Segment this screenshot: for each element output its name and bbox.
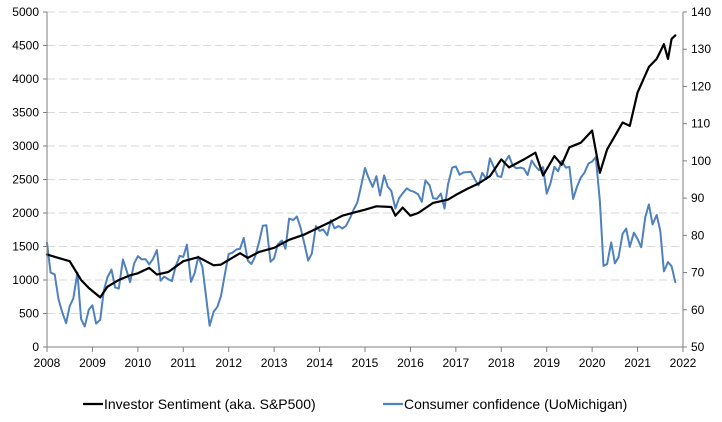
x-tick-label: 2018 bbox=[488, 356, 515, 370]
y-left-tick-label: 5000 bbox=[12, 5, 39, 19]
legend-label: Investor Sentiment (aka. S&P500) bbox=[104, 396, 316, 412]
x-tick-label: 2022 bbox=[670, 356, 697, 370]
y-left-tick-label: 4000 bbox=[12, 72, 39, 86]
y-right-tick-label: 80 bbox=[691, 228, 705, 242]
y-left-tick-label: 1000 bbox=[12, 273, 39, 287]
x-tick-label: 2015 bbox=[352, 356, 379, 370]
y-axis-right-ticks: 50 60 70 80 90 100 110 120 130 140 bbox=[683, 5, 711, 354]
y-right-tick-label: 130 bbox=[691, 42, 711, 56]
x-tick-label: 2011 bbox=[170, 356, 196, 370]
y-axis-left-ticks: 0 500 1000 1500 2000 2500 3000 3500 4000 4500 5000 bbox=[12, 5, 47, 354]
y-right-tick-label: 120 bbox=[691, 79, 711, 93]
y-left-tick-label: 3500 bbox=[12, 106, 39, 120]
y-right-tick-label: 140 bbox=[691, 5, 711, 19]
y-right-tick-label: 90 bbox=[691, 191, 705, 205]
y-left-tick-label: 4500 bbox=[12, 39, 39, 53]
y-left-tick-label: 0 bbox=[32, 340, 39, 354]
legend-item-sp500: Investor Sentiment (aka. S&P500) bbox=[83, 396, 316, 412]
x-tick-label: 2019 bbox=[533, 356, 560, 370]
legend-item-consumer-confidence: Consumer confidence (UoMichigan) bbox=[383, 396, 627, 412]
x-tick-label: 2008 bbox=[34, 356, 61, 370]
y-right-tick-label: 110 bbox=[691, 117, 710, 131]
x-tick-label: 2009 bbox=[79, 356, 106, 370]
y-right-tick-label: 100 bbox=[691, 154, 711, 168]
y-right-tick-label: 70 bbox=[691, 266, 705, 280]
x-tick-label: 2012 bbox=[215, 356, 242, 370]
x-axis-ticks: 2008 2009 2010 2011 2012 2013 2014 2015 2016 2017… bbox=[34, 347, 697, 370]
legend-label: Consumer confidence (UoMichigan) bbox=[404, 396, 627, 412]
series-line-sp500 bbox=[45, 34, 677, 299]
y-right-tick-label: 60 bbox=[691, 303, 705, 317]
x-tick-label: 2020 bbox=[579, 356, 606, 370]
x-tick-label: 2021 bbox=[624, 356, 651, 370]
series-line-consumer-confidence bbox=[46, 154, 677, 328]
legend: Investor Sentiment (aka. S&P500) Consumer… bbox=[83, 396, 627, 412]
x-tick-label: 2016 bbox=[397, 356, 424, 370]
x-tick-label: 2010 bbox=[125, 356, 152, 370]
gridlines bbox=[47, 11, 683, 314]
y-left-tick-label: 500 bbox=[19, 307, 39, 321]
y-left-tick-label: 2000 bbox=[12, 206, 39, 220]
x-tick-label: 2013 bbox=[261, 356, 288, 370]
y-left-tick-label: 1500 bbox=[12, 240, 39, 254]
y-left-tick-label: 2500 bbox=[12, 173, 39, 187]
y-left-tick-label: 3000 bbox=[12, 139, 39, 153]
x-tick-label: 2017 bbox=[443, 356, 470, 370]
series-layer bbox=[45, 34, 677, 328]
y-right-tick-label: 50 bbox=[691, 340, 705, 354]
x-tick-label: 2014 bbox=[306, 356, 333, 370]
